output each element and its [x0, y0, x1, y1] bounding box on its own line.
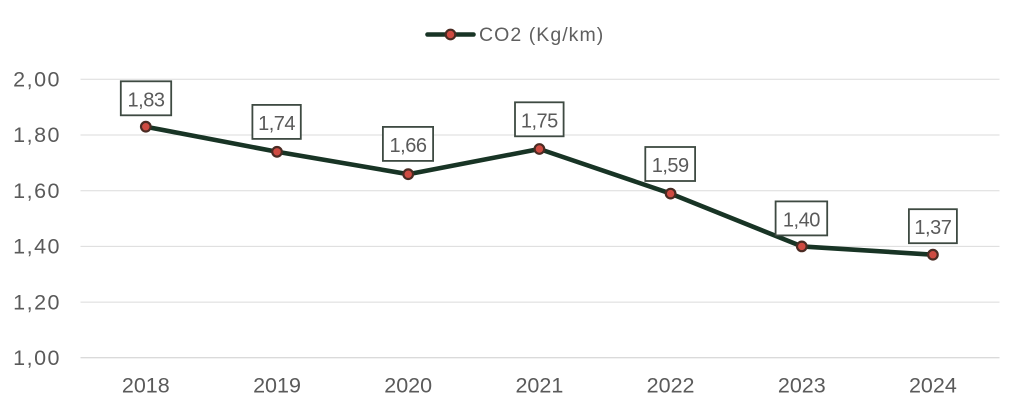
- svg-text:2022: 2022: [647, 374, 695, 398]
- svg-text:1,59: 1,59: [652, 155, 689, 177]
- svg-text:2020: 2020: [384, 374, 432, 398]
- svg-text:1,37: 1,37: [914, 217, 951, 239]
- svg-text:2021: 2021: [515, 374, 563, 398]
- svg-text:2023: 2023: [778, 374, 826, 398]
- svg-text:2,00: 2,00: [13, 68, 61, 92]
- svg-text:2024: 2024: [909, 374, 957, 398]
- svg-text:CO2 (Kg/km): CO2 (Kg/km): [479, 24, 604, 46]
- svg-text:1,40: 1,40: [783, 209, 820, 231]
- svg-text:2019: 2019: [253, 374, 301, 398]
- svg-text:1,60: 1,60: [13, 179, 61, 203]
- svg-text:1,66: 1,66: [390, 135, 427, 157]
- svg-text:2018: 2018: [122, 374, 170, 398]
- svg-text:1,83: 1,83: [128, 89, 165, 111]
- svg-text:1,20: 1,20: [13, 290, 61, 314]
- svg-text:1,80: 1,80: [13, 123, 61, 147]
- svg-text:1,75: 1,75: [521, 110, 558, 132]
- svg-text:1,74: 1,74: [258, 113, 295, 135]
- svg-text:1,00: 1,00: [13, 346, 61, 370]
- svg-text:1,40: 1,40: [13, 235, 61, 259]
